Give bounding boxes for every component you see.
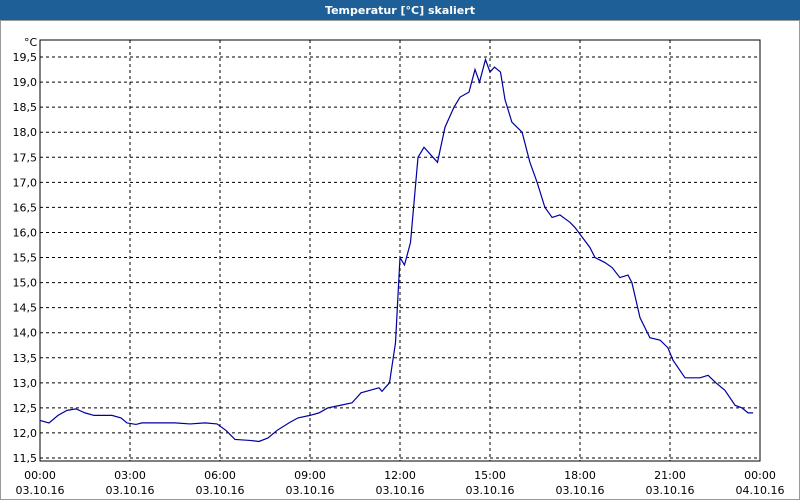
x-tick-date: 03.10.16 [376,484,425,497]
y-tick-label: 14,0 [13,327,38,340]
y-tick-label: 12,0 [13,427,38,440]
y-tick-label: 11,5 [13,452,38,465]
plot-border [39,39,761,462]
x-tick-label: 06:00 [204,469,236,482]
x-tick-date: 04.10.16 [736,484,785,497]
y-tick-label: 17,0 [13,176,38,189]
x-tick-date: 03.10.16 [556,484,605,497]
y-tick-label: 16,0 [13,226,38,239]
x-tick-date: 03.10.16 [286,484,335,497]
data-line [39,57,754,443]
y-tick-label: 16,5 [13,201,38,214]
y-tick-label: 18,5 [13,101,38,114]
y-tick-label: 17,5 [13,151,38,164]
chart-title: Temperatur [°C] skaliert [325,4,475,17]
y-tick-label: 13,0 [13,377,38,390]
x-tick-date: 03.10.16 [646,484,695,497]
x-tick-label: 00:00 [24,469,56,482]
x-tick-date: 03.10.16 [466,484,515,497]
x-tick-label: 09:00 [294,469,326,482]
y-tick-label: 14,5 [13,302,38,315]
x-tick-label: 00:00 [744,469,776,482]
x-tick-label: 12:00 [384,469,416,482]
x-tick-label: 18:00 [564,469,596,482]
unit-label: °C [24,36,38,49]
y-tick-label: 19,0 [13,76,38,89]
y-tick-label: 19,5 [13,51,38,64]
y-tick-label: 15,0 [13,277,38,290]
x-tick-label: 21:00 [654,469,686,482]
y-tick-label: 18,0 [13,126,38,139]
y-tick-label: 13,5 [13,352,38,365]
x-tick-date: 03.10.16 [196,484,245,497]
x-tick-label: 03:00 [114,469,146,482]
y-tick-label: 15,5 [13,252,38,265]
x-tick-date: 03.10.16 [106,484,155,497]
y-tick-label: 12,5 [13,402,38,415]
x-tick-label: 15:00 [474,469,506,482]
x-tick-date: 03.10.16 [16,484,65,497]
title-bar [0,0,800,20]
